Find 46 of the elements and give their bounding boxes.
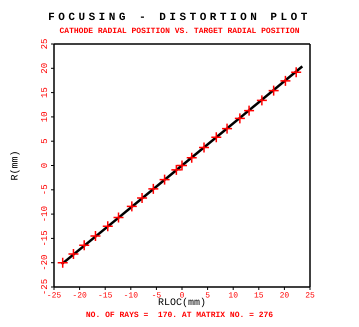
point — [290, 66, 302, 78]
x-tick-label: 5 — [205, 292, 210, 301]
y-tick-label: 15 — [40, 87, 50, 98]
point — [268, 84, 280, 96]
y-tick-label: 25 — [40, 38, 50, 50]
x-tick-label: 20 — [280, 292, 290, 301]
y-tick-label: 0 — [40, 162, 50, 168]
y-tick-label: 10 — [40, 111, 50, 122]
x-tick-label: -10 — [124, 292, 138, 301]
x-tick-label: -15 — [98, 292, 113, 301]
point — [243, 104, 255, 116]
point — [112, 212, 124, 224]
point — [280, 75, 292, 87]
point — [176, 160, 188, 172]
point — [136, 192, 148, 204]
y-axis-title: R(mm) — [10, 150, 22, 181]
point — [56, 256, 68, 268]
point — [90, 230, 102, 242]
y-tick-label: 20 — [40, 62, 50, 74]
x-tick-label: 15 — [254, 292, 264, 301]
point — [158, 174, 170, 186]
x-tick-label: -20 — [72, 292, 87, 301]
point — [126, 200, 138, 212]
point — [234, 112, 246, 124]
x-tick-label: -25 — [46, 292, 62, 301]
point — [186, 152, 198, 164]
point — [78, 239, 90, 251]
x-tick-label: 25 — [305, 292, 315, 301]
point — [68, 248, 80, 260]
chart-title: FOCUSING - DISTORTION PLOT — [47, 12, 312, 24]
point — [102, 220, 114, 232]
y-tick-label: -15 — [40, 230, 50, 246]
x-axis-title: RLOC(mm) — [158, 297, 206, 309]
point — [221, 122, 233, 134]
y-tick-label: -5 — [40, 184, 50, 196]
point — [256, 94, 268, 106]
x-tick-label: 10 — [228, 292, 238, 301]
point — [170, 164, 182, 176]
point — [198, 142, 210, 154]
point — [148, 183, 160, 195]
y-tick-label: -10 — [40, 206, 50, 222]
y-tick-label: -20 — [40, 254, 50, 271]
y-tick-label: 5 — [40, 138, 50, 144]
point — [210, 132, 222, 144]
chart-subtitle: CATHODE RADIAL POSITION VS. TARGET RADIAL POSITION — [58, 27, 301, 36]
text: NO. OF RAYS = 170. AT MATRIX NO. = 276 — [84, 311, 274, 320]
